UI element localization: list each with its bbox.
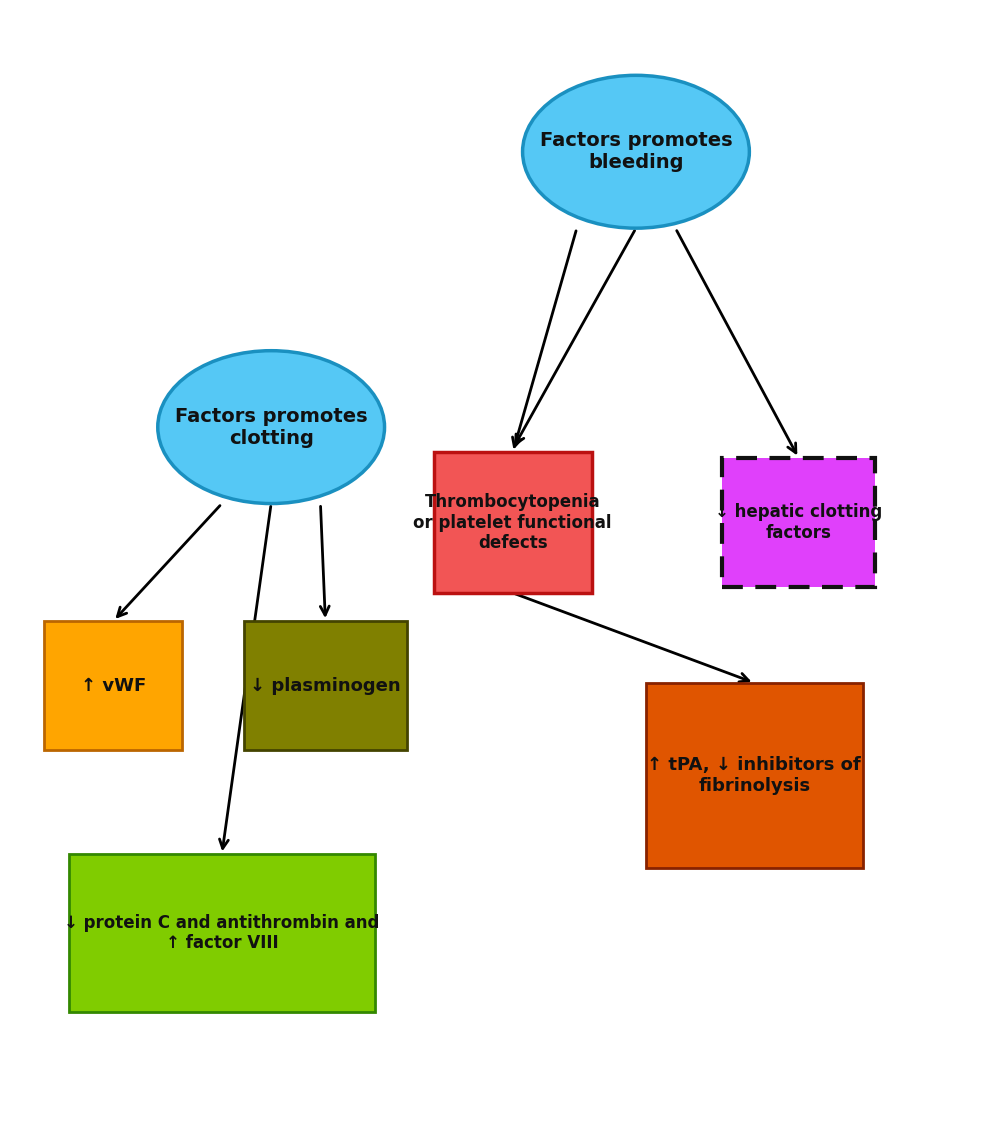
- Text: ↑ tPA, ↓ inhibitors of
fibrinolysis: ↑ tPA, ↓ inhibitors of fibrinolysis: [648, 756, 861, 795]
- FancyBboxPatch shape: [722, 459, 876, 587]
- Ellipse shape: [523, 75, 749, 228]
- FancyBboxPatch shape: [44, 620, 182, 751]
- Text: Factors promotes
bleeding: Factors promotes bleeding: [539, 132, 733, 172]
- Ellipse shape: [158, 351, 385, 504]
- Text: ↑ vWF: ↑ vWF: [81, 677, 146, 695]
- FancyBboxPatch shape: [646, 683, 863, 868]
- Text: ↓ plasminogen: ↓ plasminogen: [250, 677, 400, 695]
- FancyBboxPatch shape: [245, 620, 406, 751]
- Text: ↓ hepatic clotting
factors: ↓ hepatic clotting factors: [715, 504, 882, 542]
- Text: Factors promotes
clotting: Factors promotes clotting: [175, 407, 368, 447]
- Text: ↓ protein C and antithrombin and
↑ factor VIII: ↓ protein C and antithrombin and ↑ facto…: [64, 914, 380, 952]
- Text: Thrombocytopenia
or platelet functional
defects: Thrombocytopenia or platelet functional …: [413, 492, 612, 553]
- FancyBboxPatch shape: [69, 854, 375, 1012]
- FancyBboxPatch shape: [434, 452, 592, 593]
